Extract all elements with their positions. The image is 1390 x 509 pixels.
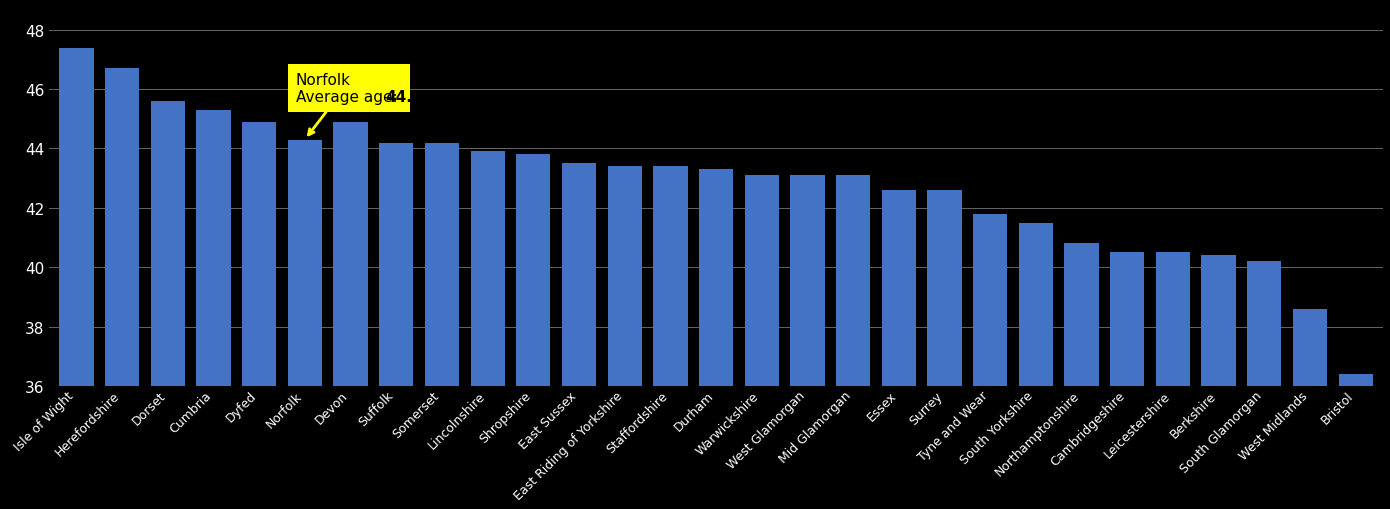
Bar bbox=[516, 155, 550, 509]
Bar bbox=[106, 69, 139, 509]
Bar bbox=[1111, 253, 1144, 509]
Bar bbox=[562, 164, 596, 509]
Bar bbox=[745, 176, 778, 509]
Bar bbox=[242, 123, 277, 509]
Bar bbox=[1339, 374, 1373, 509]
Bar bbox=[425, 143, 459, 509]
Bar bbox=[288, 140, 322, 509]
Bar bbox=[927, 191, 962, 509]
Bar bbox=[835, 176, 870, 509]
Bar bbox=[1155, 253, 1190, 509]
Text: 44.3: 44.3 bbox=[385, 90, 423, 105]
Bar bbox=[699, 170, 733, 509]
Text: Norfolk
Average age:: Norfolk Average age: bbox=[296, 72, 402, 105]
Bar bbox=[653, 167, 688, 509]
Bar bbox=[334, 123, 368, 509]
Bar bbox=[1247, 262, 1282, 509]
Bar bbox=[379, 143, 413, 509]
Bar bbox=[1293, 309, 1327, 509]
Bar bbox=[150, 102, 185, 509]
Bar bbox=[1065, 244, 1098, 509]
Bar bbox=[881, 191, 916, 509]
Bar bbox=[791, 176, 824, 509]
Bar bbox=[1201, 256, 1236, 509]
Bar bbox=[607, 167, 642, 509]
Bar bbox=[60, 48, 93, 509]
Bar bbox=[1019, 223, 1054, 509]
Bar bbox=[470, 152, 505, 509]
Bar bbox=[196, 110, 231, 509]
Bar bbox=[973, 214, 1008, 509]
